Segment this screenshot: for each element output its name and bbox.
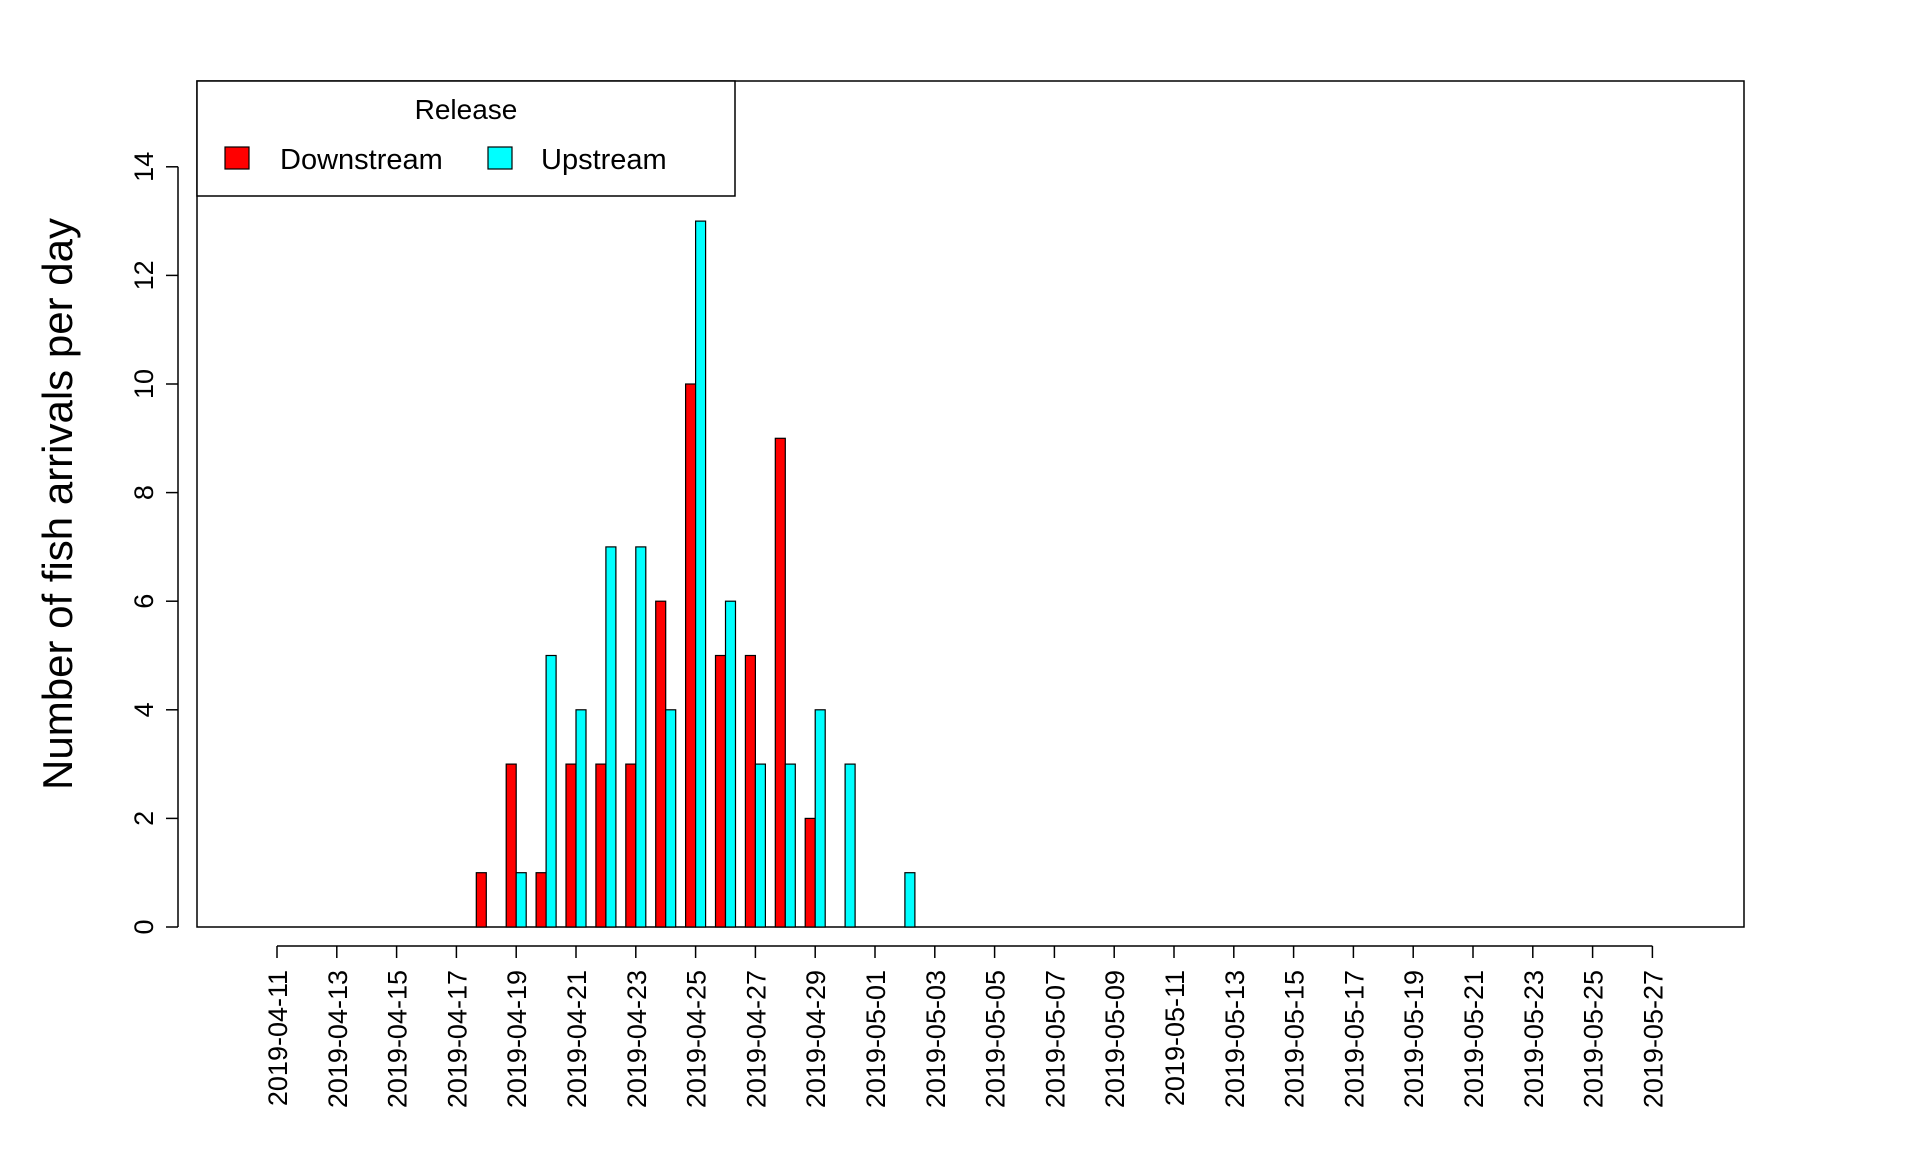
y-axis-label: Number of fish arrivals per day: [34, 218, 81, 790]
x-tick-label: 2019-05-23: [1519, 970, 1549, 1108]
x-tick-label: 2019-04-27: [741, 970, 771, 1108]
x-tick-label: 2019-05-15: [1280, 970, 1310, 1108]
x-tick-label: 2019-05-13: [1220, 970, 1250, 1108]
x-tick-label: 2019-04-11: [263, 970, 293, 1106]
y-tick-label: 14: [129, 152, 159, 182]
x-tick-label: 2019-05-07: [1040, 970, 1070, 1108]
x-tick-label: 2019-05-01: [861, 970, 891, 1108]
y-tick-label: 2: [129, 811, 159, 826]
y-tick-label: 4: [129, 702, 159, 717]
bar-downstream-2019-04-27: [744, 654, 757, 928]
x-tick-label: 2019-05-17: [1339, 970, 1369, 1108]
legend-swatch-upstream: [487, 146, 513, 170]
x-tick-label: 2019-04-25: [682, 970, 712, 1108]
legend-box: [196, 80, 736, 197]
bar-upstream-2019-04-21: [575, 709, 587, 928]
bar-upstream-2019-04-22: [605, 546, 617, 928]
x-tick-label: 2019-04-15: [383, 970, 413, 1108]
x-tick-label: 2019-05-21: [1459, 970, 1489, 1108]
bar-downstream-2019-04-22: [595, 763, 607, 928]
legend: Release Downstream Upstream: [196, 80, 736, 197]
bar-downstream-2019-04-26: [714, 654, 727, 928]
legend-title: Release: [415, 94, 518, 125]
bar-upstream-2019-04-27: [754, 763, 767, 928]
legend-label-downstream: Downstream: [280, 144, 443, 176]
legend-label-upstream: Upstream: [541, 144, 667, 176]
bar-upstream-2019-04-28: [784, 763, 796, 928]
bars-group: [475, 220, 916, 928]
y-tick-label: 6: [129, 594, 159, 609]
bar-upstream-2019-04-19: [515, 872, 527, 928]
bar-upstream-2019-04-23: [635, 546, 647, 928]
x-tick-label: 2019-05-09: [1100, 970, 1130, 1108]
x-tick-label: 2019-05-27: [1638, 970, 1668, 1108]
legend-swatch-downstream: [224, 146, 250, 170]
bar-downstream-2019-04-24: [655, 600, 667, 928]
x-tick-label: 2019-05-11: [1160, 970, 1190, 1106]
bar-downstream-2019-04-23: [625, 763, 637, 928]
x-tick-label: 2019-05-03: [921, 970, 951, 1108]
x-tick-label: 2019-04-19: [502, 970, 532, 1108]
plot-frame: [196, 80, 1745, 928]
bar-downstream-2019-04-21: [565, 763, 577, 928]
x-tick-label: 2019-05-05: [981, 970, 1011, 1108]
bar-downstream-2019-04-18: [475, 872, 487, 928]
y-tick-label: 12: [129, 260, 159, 290]
y-tick-label: 0: [129, 919, 159, 934]
bar-upstream-2019-04-26: [724, 600, 737, 928]
bar-upstream-2019-04-30: [844, 763, 856, 928]
bar-downstream-2019-04-25: [684, 383, 697, 928]
bar-downstream-2019-04-19: [505, 763, 517, 928]
y-tick-label: 8: [129, 485, 159, 500]
y-tick-label: 10: [129, 369, 159, 399]
x-tick-label: 2019-04-29: [801, 970, 831, 1108]
x-tick-label: 2019-04-23: [622, 970, 652, 1108]
bar-downstream-2019-04-28: [774, 437, 786, 928]
bar-upstream-2019-04-20: [545, 654, 557, 928]
x-tick-label: 2019-05-25: [1579, 970, 1609, 1108]
y-axis: 0 2 4 6 8 10 12 14: [129, 152, 179, 935]
x-tick-label: 2019-04-17: [442, 970, 472, 1108]
bar-downstream-2019-04-20: [535, 872, 547, 928]
bar-upstream-2019-04-24: [665, 709, 677, 928]
bar-upstream-2019-05-02: [904, 872, 916, 928]
x-axis: 2019-04-11 2019-04-13 2019-04-15 2019-04-17…: [263, 945, 1668, 1108]
bar-downstream-2019-04-29: [804, 817, 816, 928]
x-tick-label: 2019-04-21: [562, 970, 592, 1108]
bar-upstream-2019-04-29: [814, 709, 826, 928]
bar-upstream-2019-04-25: [694, 220, 707, 928]
x-tick-label: 2019-04-13: [323, 970, 353, 1108]
x-tick-label: 2019-05-19: [1399, 970, 1429, 1108]
